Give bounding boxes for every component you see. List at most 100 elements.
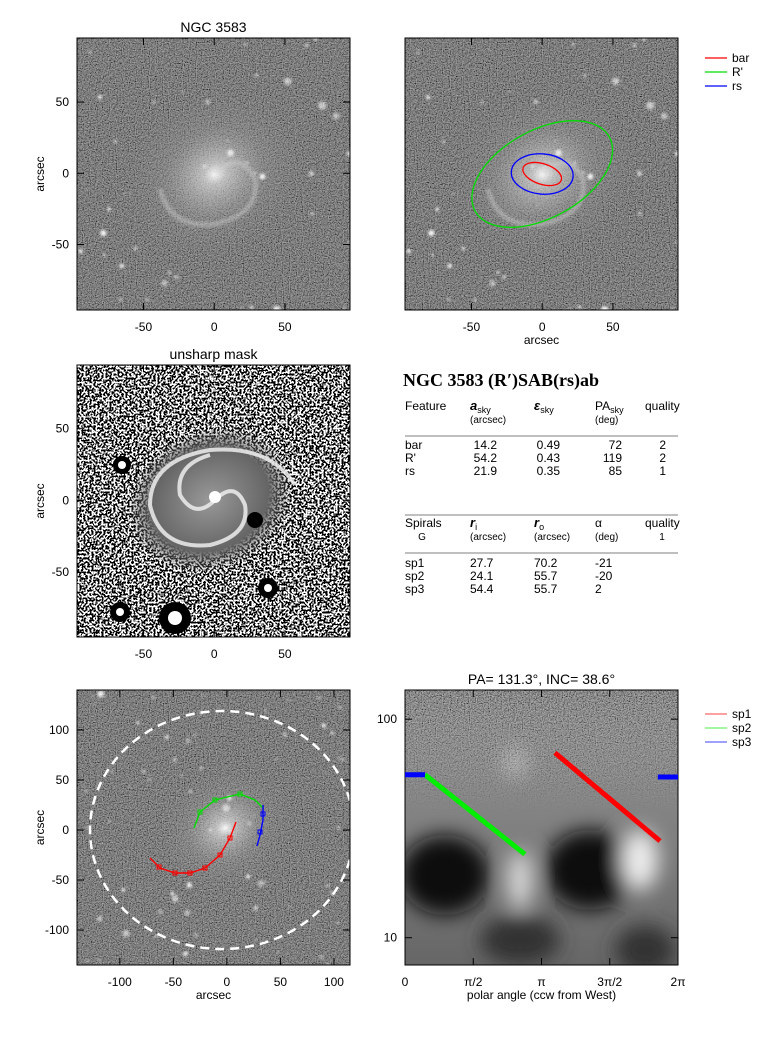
- header-subscript: sky: [610, 405, 624, 415]
- star: [276, 950, 280, 954]
- header-unit: G: [418, 532, 426, 543]
- x-axis-label: arcsec: [196, 988, 231, 1002]
- panel-title: PA= 131.3°, INC= 38.6°: [468, 671, 615, 687]
- table-cell: 72: [609, 438, 623, 452]
- header-subscript: o: [539, 522, 544, 532]
- star: [201, 954, 204, 957]
- star: [577, 305, 582, 310]
- x-tick-label: 0: [211, 320, 218, 334]
- star: [456, 193, 459, 196]
- x-tick-label: -50: [135, 647, 153, 661]
- header-text: Feature: [405, 399, 447, 413]
- star: [108, 820, 111, 823]
- star: [473, 298, 477, 302]
- star: [461, 246, 466, 251]
- column-header: ri: [470, 515, 477, 532]
- star: [583, 74, 587, 77]
- header-subscript: sky: [477, 405, 491, 415]
- panel-title: unsharp mask: [170, 346, 259, 362]
- star: [582, 171, 585, 174]
- star: [128, 193, 131, 196]
- y-axis-label: arcsec: [33, 483, 47, 518]
- table-cell: 0.35: [537, 464, 561, 478]
- star: [259, 173, 266, 180]
- legend-label: R': [732, 65, 743, 79]
- star: [416, 50, 420, 54]
- star: [282, 732, 287, 737]
- x-tick-label: 100: [324, 975, 344, 989]
- y-tick-label: -50: [52, 237, 70, 251]
- star: [97, 959, 101, 962]
- x-tick-label: 50: [274, 975, 288, 989]
- star: [93, 703, 96, 706]
- star: [337, 825, 341, 829]
- legend-label: rs: [732, 79, 742, 93]
- star: [119, 263, 124, 269]
- column-header: PAsky: [595, 399, 624, 415]
- star: [247, 821, 252, 826]
- x-tick-label: 50: [278, 647, 292, 661]
- star: [186, 882, 192, 888]
- star: [194, 933, 198, 937]
- star: [496, 270, 500, 275]
- table-cell: 55.7: [534, 582, 558, 596]
- star: [318, 179, 320, 181]
- star: [313, 38, 318, 41]
- star: [341, 757, 344, 761]
- star: [666, 263, 669, 266]
- star: [161, 280, 168, 287]
- y-tick-label: 50: [56, 773, 70, 787]
- star: [209, 828, 213, 832]
- star: [278, 790, 281, 793]
- legend-label: sp3: [732, 735, 752, 749]
- star: [347, 240, 350, 244]
- star: [242, 792, 245, 795]
- column-header: ro: [534, 515, 544, 532]
- star: [318, 101, 327, 110]
- header-text: ε: [534, 398, 541, 413]
- table-cell: 14.2: [474, 438, 498, 452]
- star: [568, 306, 572, 310]
- star: [636, 171, 642, 177]
- legend-label: sp1: [732, 707, 752, 721]
- star: [189, 790, 193, 794]
- star: [202, 164, 207, 169]
- plot-frame: [404, 37, 679, 311]
- x-axis-label: arcsec: [524, 333, 559, 347]
- star: [171, 895, 179, 903]
- star: [254, 171, 257, 174]
- star: [113, 140, 117, 143]
- column-header: Feature: [405, 399, 447, 413]
- star: [275, 757, 279, 761]
- star: [571, 43, 575, 46]
- table-cell: 54.4: [470, 582, 494, 596]
- table-cell: 2: [595, 582, 602, 596]
- star: [533, 99, 538, 104]
- star: [431, 253, 434, 257]
- y-tick-label: -100: [45, 923, 69, 937]
- star: [245, 161, 249, 165]
- star: [98, 95, 103, 100]
- legend-label: sp2: [732, 721, 752, 735]
- star: [343, 307, 346, 310]
- table-cell: 2: [659, 438, 666, 452]
- star: [675, 151, 678, 157]
- star: [451, 192, 454, 195]
- table-cell: 1: [659, 464, 666, 478]
- x-tick-label: 0: [402, 975, 409, 989]
- table-cell: 27.7: [470, 556, 494, 570]
- star: [428, 229, 435, 237]
- header-text: α: [595, 516, 602, 530]
- table-cell: sp2: [405, 569, 425, 583]
- unsharp-image: [77, 365, 350, 637]
- star: [253, 905, 259, 911]
- table-cell: 54.2: [474, 451, 498, 465]
- star: [119, 298, 122, 301]
- table-cell: 55.7: [534, 569, 558, 583]
- star: [287, 698, 290, 702]
- star: [243, 43, 247, 46]
- star: [304, 43, 309, 48]
- header-unit: (arcsec): [470, 415, 506, 426]
- column-header: quality: [645, 516, 680, 530]
